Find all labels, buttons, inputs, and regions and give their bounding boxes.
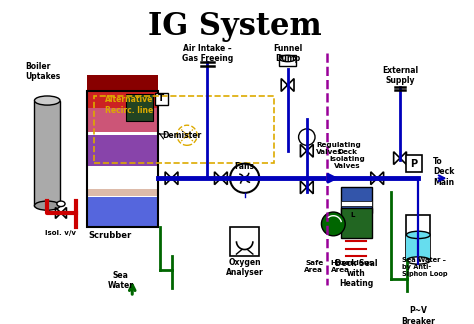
Ellipse shape: [279, 55, 296, 62]
Text: External
Supply: External Supply: [382, 66, 418, 85]
Bar: [87, 98, 158, 132]
Bar: [341, 201, 372, 206]
Bar: [406, 156, 422, 172]
Ellipse shape: [406, 257, 430, 264]
Text: Sea
Water: Sea Water: [107, 271, 133, 290]
Polygon shape: [55, 207, 66, 218]
Text: IG System: IG System: [148, 11, 321, 42]
Polygon shape: [301, 181, 313, 194]
Text: Regulating
Valves: Regulating Valves: [316, 142, 361, 155]
Text: Sea Water –
by Anti-
Siphon Loop: Sea Water – by Anti- Siphon Loop: [402, 257, 447, 277]
Text: Hazardous
Area: Hazardous Area: [330, 260, 374, 273]
Circle shape: [230, 164, 259, 193]
Polygon shape: [281, 79, 294, 91]
Text: Air Intake –
Gas Freeing: Air Intake – Gas Freeing: [182, 44, 233, 63]
Bar: [94, 96, 274, 163]
Bar: [126, 94, 153, 121]
Circle shape: [299, 129, 315, 145]
Bar: [87, 83, 158, 108]
Bar: [87, 190, 158, 196]
Polygon shape: [301, 145, 313, 157]
Text: Deck
Isolating
Valves: Deck Isolating Valves: [329, 149, 365, 169]
Text: P: P: [410, 159, 417, 168]
Ellipse shape: [57, 201, 65, 207]
Text: Funnel
Dump: Funnel Dump: [273, 44, 302, 63]
Bar: [406, 235, 430, 260]
Ellipse shape: [35, 201, 60, 210]
Ellipse shape: [35, 96, 60, 105]
Text: P~V
Breaker: P~V Breaker: [401, 306, 435, 324]
Bar: [35, 100, 60, 206]
Bar: [87, 75, 158, 91]
Text: Boiler
Uptakes: Boiler Uptakes: [25, 62, 61, 81]
Text: Deck Seal
with
Heating: Deck Seal with Heating: [335, 259, 377, 288]
Text: Safe
Area: Safe Area: [304, 260, 323, 273]
Polygon shape: [393, 152, 406, 165]
Text: L: L: [350, 212, 355, 218]
Polygon shape: [215, 172, 228, 185]
Text: Oxygen
Analyser: Oxygen Analyser: [226, 258, 264, 277]
Polygon shape: [165, 172, 178, 185]
Bar: [230, 227, 259, 256]
Bar: [87, 197, 158, 227]
Bar: [155, 93, 168, 105]
Bar: [87, 135, 158, 166]
Bar: [341, 187, 372, 213]
Text: Fans: Fans: [235, 162, 255, 171]
Text: Scrubber: Scrubber: [88, 231, 132, 240]
Polygon shape: [371, 172, 383, 185]
Circle shape: [321, 212, 345, 236]
Bar: [279, 55, 296, 66]
Text: To
Deck
Main: To Deck Main: [433, 157, 454, 187]
Ellipse shape: [406, 231, 430, 238]
Text: Isol. v/v: Isol. v/v: [46, 230, 76, 236]
Bar: [406, 215, 430, 260]
Bar: [341, 208, 372, 237]
Bar: [87, 91, 158, 227]
Text: Alternative
Recirc. line: Alternative Recirc. line: [105, 95, 153, 115]
Text: Demister: Demister: [163, 131, 201, 140]
Text: T: T: [158, 94, 164, 103]
